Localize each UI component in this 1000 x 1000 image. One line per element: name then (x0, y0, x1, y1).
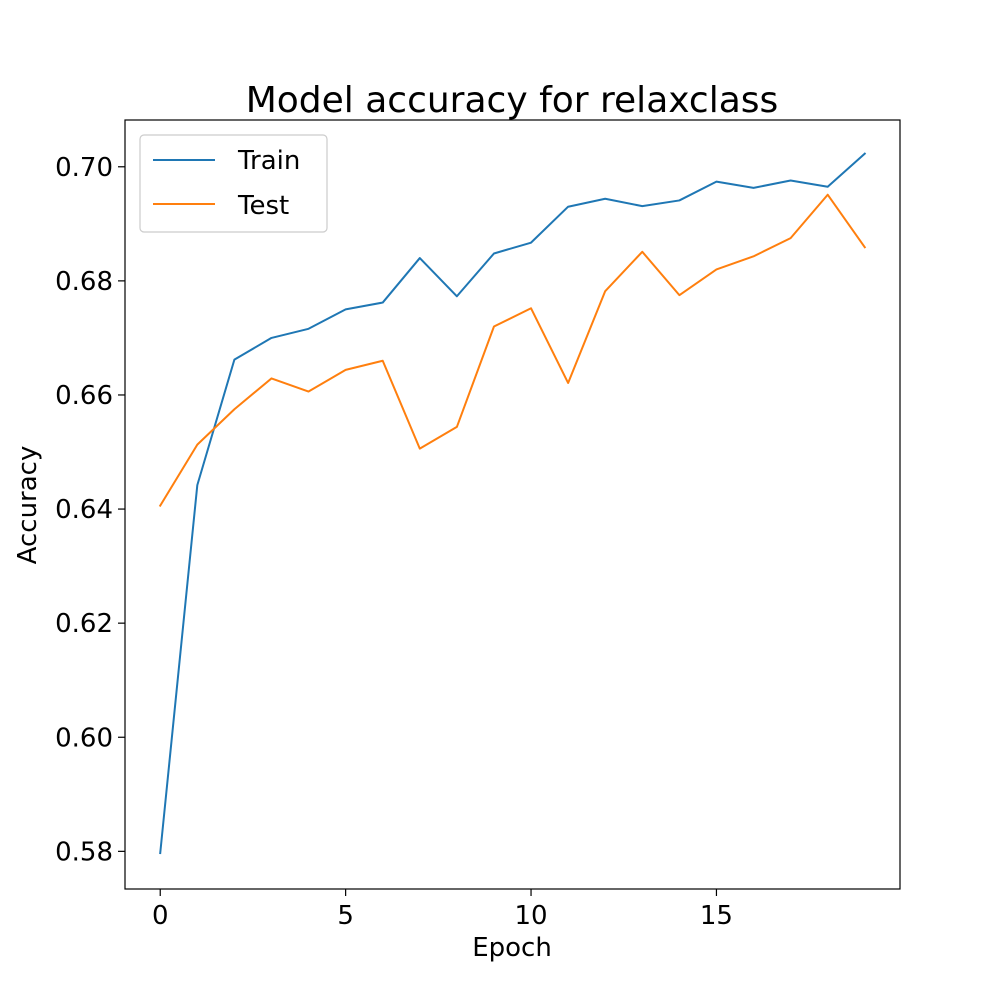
plot-frame (124, 119, 901, 890)
data-point-train (419, 257, 421, 259)
data-point-train (308, 328, 310, 330)
data-point-test (233, 408, 235, 410)
data-point-test (196, 444, 198, 446)
data-point-test (382, 360, 384, 362)
y-axis-title: Accuracy (13, 446, 43, 565)
data-point-train (382, 302, 384, 304)
legend: Train Test (139, 134, 328, 233)
data-point-test (567, 382, 569, 384)
x-tick-label: 5 (337, 901, 354, 931)
data-point-train (864, 153, 866, 155)
data-point-test (604, 290, 606, 292)
data-point-train (196, 484, 198, 486)
data-point-train (641, 205, 643, 207)
y-tick-label: 0.60 (55, 723, 113, 753)
data-point-train (530, 242, 532, 244)
data-point-train (567, 206, 569, 208)
data-point-train (827, 186, 829, 188)
data-point-train (270, 337, 272, 339)
data-point-train (159, 852, 161, 854)
data-point-test (493, 326, 495, 328)
legend-label-test: Test (237, 191, 289, 221)
y-tick-label: 0.64 (55, 495, 113, 525)
y-axis-ticks: 0.58 0.60 0.62 0.64 0.66 0.68 0.70 (55, 153, 125, 867)
data-point-test (308, 391, 310, 393)
data-point-test (715, 268, 717, 270)
data-point-test (641, 251, 643, 253)
y-tick-label: 0.70 (55, 153, 113, 183)
x-axis-ticks: 0 5 10 15 (152, 889, 733, 931)
y-tick-label: 0.62 (55, 609, 113, 639)
data-point-test (419, 448, 421, 450)
data-point-train (345, 308, 347, 310)
x-tick-label: 0 (152, 901, 169, 931)
series-line-test (158, 193, 867, 508)
data-point-train (790, 179, 792, 181)
data-point-train (604, 198, 606, 200)
data-point-train (233, 359, 235, 361)
data-point-train (753, 187, 755, 189)
x-axis-title: Epoch (472, 933, 552, 963)
data-point-test (678, 294, 680, 296)
data-point-test (345, 369, 347, 371)
series-line-train (159, 152, 867, 855)
data-point-train (715, 181, 717, 183)
legend-label-train: Train (237, 146, 300, 176)
data-point-test (790, 237, 792, 239)
data-point-test (864, 246, 866, 248)
y-tick-label: 0.66 (55, 381, 113, 411)
data-point-test (456, 426, 458, 428)
y-tick-label: 0.58 (55, 837, 113, 867)
data-point-test (530, 307, 532, 309)
data-point-train (456, 295, 458, 297)
x-tick-label: 10 (514, 901, 547, 931)
x-tick-label: 15 (700, 901, 733, 931)
data-point-train (493, 252, 495, 254)
data-point-test (827, 194, 829, 196)
chart-title: Model accuracy for relaxclass (246, 80, 779, 121)
data-point-train (678, 199, 680, 201)
data-point-test (159, 505, 161, 507)
series-layer (158, 152, 867, 855)
y-tick-label: 0.68 (55, 267, 113, 297)
data-point-test (753, 255, 755, 257)
data-point-test (270, 377, 272, 379)
